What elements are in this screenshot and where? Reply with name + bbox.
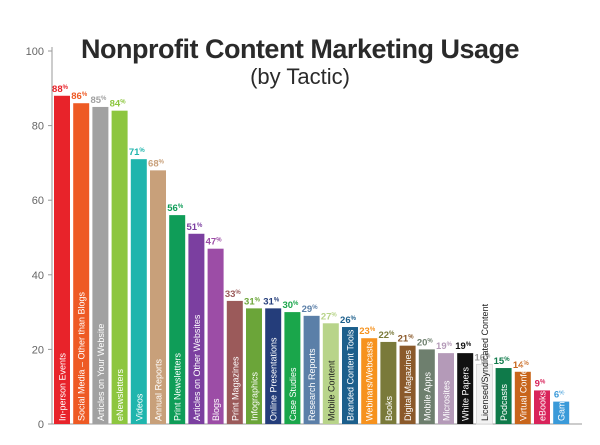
bar bbox=[457, 353, 474, 424]
value-label: 22% bbox=[378, 330, 395, 341]
chart-title: Nonprofit Content Marketing Usage bbox=[80, 34, 520, 64]
category-label: White Papers bbox=[461, 366, 471, 421]
value-label: 27% bbox=[321, 311, 338, 322]
bar bbox=[169, 215, 186, 424]
bar bbox=[188, 233, 205, 424]
value-label: 20% bbox=[417, 337, 434, 348]
bar bbox=[150, 170, 166, 424]
category-label: Print Magazines bbox=[230, 356, 240, 421]
category-label: In-person Events bbox=[58, 352, 68, 421]
category-label: Social Media – Other than Blogs bbox=[77, 291, 87, 421]
category-label: Podcasts bbox=[499, 383, 509, 421]
value-label: 56% bbox=[167, 203, 184, 214]
category-label: Videos bbox=[134, 393, 144, 421]
value-label: 30% bbox=[282, 300, 299, 311]
value-label: 14% bbox=[513, 360, 530, 371]
category-label: Games/Gamification bbox=[557, 339, 567, 421]
bar bbox=[380, 341, 397, 424]
bar bbox=[246, 308, 262, 424]
category-label: Blogs bbox=[211, 398, 221, 421]
category-label: Mobile Content bbox=[326, 360, 336, 421]
category-label: Webinars/Webcasts bbox=[365, 341, 375, 421]
value-label: 26% bbox=[340, 315, 357, 326]
category-label: Annual Reports bbox=[154, 358, 164, 421]
category-label: Virtual Conferences bbox=[518, 342, 528, 421]
category-label: Online Presentations bbox=[269, 337, 279, 421]
bar bbox=[54, 95, 70, 424]
category-label: Mobile Apps bbox=[422, 371, 432, 421]
category-label: Research Reports bbox=[307, 348, 317, 421]
bar bbox=[284, 312, 301, 424]
category-label: Books bbox=[384, 395, 394, 421]
value-label: 23% bbox=[359, 326, 376, 337]
value-label: 29% bbox=[302, 304, 319, 315]
y-tick-label: 100 bbox=[26, 46, 44, 58]
bar bbox=[265, 308, 282, 424]
bar bbox=[514, 371, 531, 424]
bar bbox=[534, 390, 550, 424]
bar bbox=[418, 349, 435, 424]
y-tick-label: 60 bbox=[32, 195, 44, 207]
bar bbox=[475, 363, 493, 425]
bar bbox=[322, 323, 339, 424]
value-label: 85% bbox=[90, 95, 107, 106]
category-label: Licensed/Syndicated Content bbox=[480, 303, 490, 421]
bar bbox=[303, 315, 320, 424]
y-tick-label: 20 bbox=[32, 344, 44, 356]
category-label: Infographics bbox=[250, 371, 260, 421]
value-label: 33% bbox=[225, 289, 242, 300]
value-label: 19% bbox=[436, 341, 453, 352]
bar bbox=[399, 345, 416, 424]
category-label: eNewsletters bbox=[115, 368, 125, 421]
value-label: 9% bbox=[535, 378, 546, 389]
value-label: 71% bbox=[129, 147, 146, 158]
value-label: 68% bbox=[148, 158, 165, 169]
bar bbox=[73, 103, 90, 424]
category-label: eBooks bbox=[538, 390, 548, 421]
bar bbox=[130, 159, 147, 425]
bar bbox=[495, 368, 512, 424]
category-label: Articles on Other Websites bbox=[192, 314, 202, 421]
value-label: 6% bbox=[554, 390, 565, 401]
bar bbox=[342, 327, 358, 424]
value-label: 31% bbox=[244, 296, 261, 307]
category-label: Digital Magazines bbox=[403, 349, 413, 421]
y-tick-label: 0 bbox=[38, 419, 44, 431]
value-label: 15% bbox=[494, 356, 511, 367]
bar bbox=[553, 401, 570, 424]
value-label: 84% bbox=[110, 99, 127, 110]
chart-subtitle: (by Tactic) bbox=[250, 64, 350, 89]
value-label: 16% bbox=[474, 352, 491, 363]
bar bbox=[207, 248, 224, 424]
value-label: 88% bbox=[52, 84, 69, 95]
value-label: 51% bbox=[186, 222, 203, 233]
bar bbox=[438, 353, 454, 424]
y-tick-label: 40 bbox=[32, 270, 44, 282]
category-label: Case Studies bbox=[288, 367, 298, 421]
value-label: 47% bbox=[206, 237, 223, 248]
bar bbox=[226, 300, 243, 424]
value-label: 19% bbox=[455, 341, 472, 352]
bar bbox=[361, 338, 378, 424]
bar bbox=[92, 106, 109, 424]
y-tick-label: 80 bbox=[32, 121, 44, 133]
category-label: Print Newsletters bbox=[173, 352, 183, 421]
value-label: 21% bbox=[398, 334, 415, 345]
bar bbox=[111, 110, 128, 425]
category-label: Branded Content Tools bbox=[346, 329, 356, 421]
category-label: Articles on Your Website bbox=[96, 324, 106, 421]
value-label: 31% bbox=[263, 296, 280, 307]
value-label: 86% bbox=[71, 91, 88, 102]
category-label: Microsites bbox=[442, 380, 452, 421]
